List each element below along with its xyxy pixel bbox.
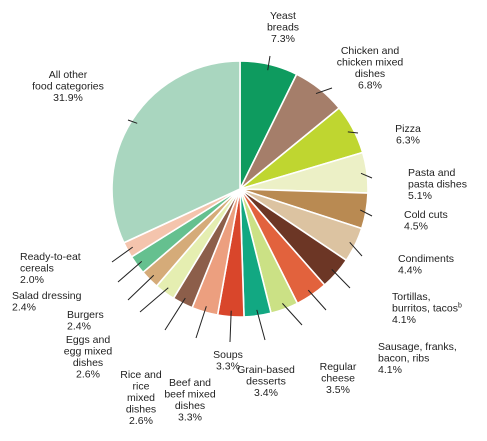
slice-value-burgers: 2.4% [67,321,91,333]
slice-label-salad-dressing: Salad dressing 2.4% [12,290,82,314]
leader-line-regular-cheese [282,303,303,326]
slice-label-eggs-and-egg-mixed-dishes: Eggs and egg mixed dishes 2.6% [64,334,113,381]
slice-label-pizza: Pizza 6.3% [395,123,421,147]
slice-value-condiments: 4.4% [398,265,422,277]
slice-label-sausage-franks-bacon-ribs: Sausage, franks, bacon, ribs 4.1% [378,341,457,376]
slice-value-tortillas-burritos-tacos: 4.1% [392,314,416,326]
slice-labels: Yeast breads 7.3% Chicken and chicken mixed d… [12,10,467,427]
leader-line-grain-based-desserts [256,309,266,341]
slice-value-ready-to-eat-cereals: 2.0% [20,274,44,286]
leader-line-burgers [127,274,155,301]
slice-label-regular-cheese: Regular cheese 3.5% [320,361,357,396]
slice-value-beef-and-beef-mixed-dishes: 3.3% [178,412,202,424]
slice-value-sausage-franks-bacon-ribs: 4.1% [378,364,402,376]
slice-label-rice-and-rice-mixed-dishes: Rice and rice mixed dishes 2.6% [120,369,162,427]
slice-label-all-other-food-categories: All other food categories 31.9% [32,69,104,104]
leader-line-tortillas-burritos-tacos [331,269,351,289]
slice-value-pizza: 6.3% [396,135,420,147]
leader-line-cold-cuts [359,209,373,217]
slice-label-yeast-breads: Yeast breads 7.3% [267,10,299,45]
slice-label-pasta-and-pasta-dishes: Pasta and pasta dishes 5.1% [408,167,467,202]
slice-value-all-other-food-categories: 31.9% [53,92,83,104]
leader-line-sausage-franks-bacon-ribs [307,289,327,311]
slice-label-cold-cuts: Cold cuts 4.5% [404,209,448,233]
slice-label-chicken-and-chicken-mixed-dishes: Chicken and chicken mixed dishes 6.8% [337,45,404,92]
leader-line-eggs-and-egg-mixed-dishes [139,287,169,313]
leader-line-pizza [347,131,359,134]
slice-value-pasta-and-pasta-dishes: 5.1% [408,190,432,202]
pie-slices [111,60,369,318]
leader-line-pasta-and-pasta-dishes [360,172,373,179]
leader-line-all-other-food-categories [127,119,138,124]
slice-label-ready-to-eat-cereals: Ready-to-eat cereals 2.0% [20,251,81,286]
slice-value-cold-cuts: 4.5% [404,221,428,233]
leader-line-chicken-and-chicken-mixed-dishes [315,87,333,95]
slice-value-grain-based-desserts: 3.4% [254,387,278,399]
slice-label-grain-based-desserts: Grain-based desserts 3.4% [237,364,295,399]
leader-line-rice-and-rice-mixed-dishes [164,297,186,331]
slice-label-soups: Soups 3.3% [213,349,243,373]
slice-label-tortillas-burritos-tacos: Tortillas, burritos, tacosb 4.1% [392,291,462,326]
leader-line-soups [229,310,232,343]
leader-line-salad-dressing [117,260,143,283]
slice-label-beef-and-beef-mixed-dishes: Beef and beef mixed dishes 3.3% [164,377,216,424]
slice-value-chicken-and-chicken-mixed-dishes: 6.8% [358,80,382,92]
slice-value-yeast-breads: 7.3% [271,33,295,45]
slice-value-eggs-and-egg-mixed-dishes: 2.6% [76,369,100,381]
leader-line-beef-and-beef-mixed-dishes [195,306,207,339]
leader-line-condiments [349,241,363,257]
leader-line-yeast-breads [267,55,271,71]
slice-label-condiments: Condiments 4.4% [398,253,454,277]
slice-value-salad-dressing: 2.4% [12,302,36,314]
leader-line-ready-to-eat-cereals [111,246,134,263]
slice-value-regular-cheese: 3.5% [326,384,350,396]
pie-slice-all-other-food-categories [111,60,241,244]
leader-lines [111,55,373,343]
slice-value-rice-and-rice-mixed-dishes: 2.6% [129,415,153,427]
slice-value-soups: 3.3% [216,361,240,373]
slice-label-burgers: Burgers 2.4% [67,309,104,333]
